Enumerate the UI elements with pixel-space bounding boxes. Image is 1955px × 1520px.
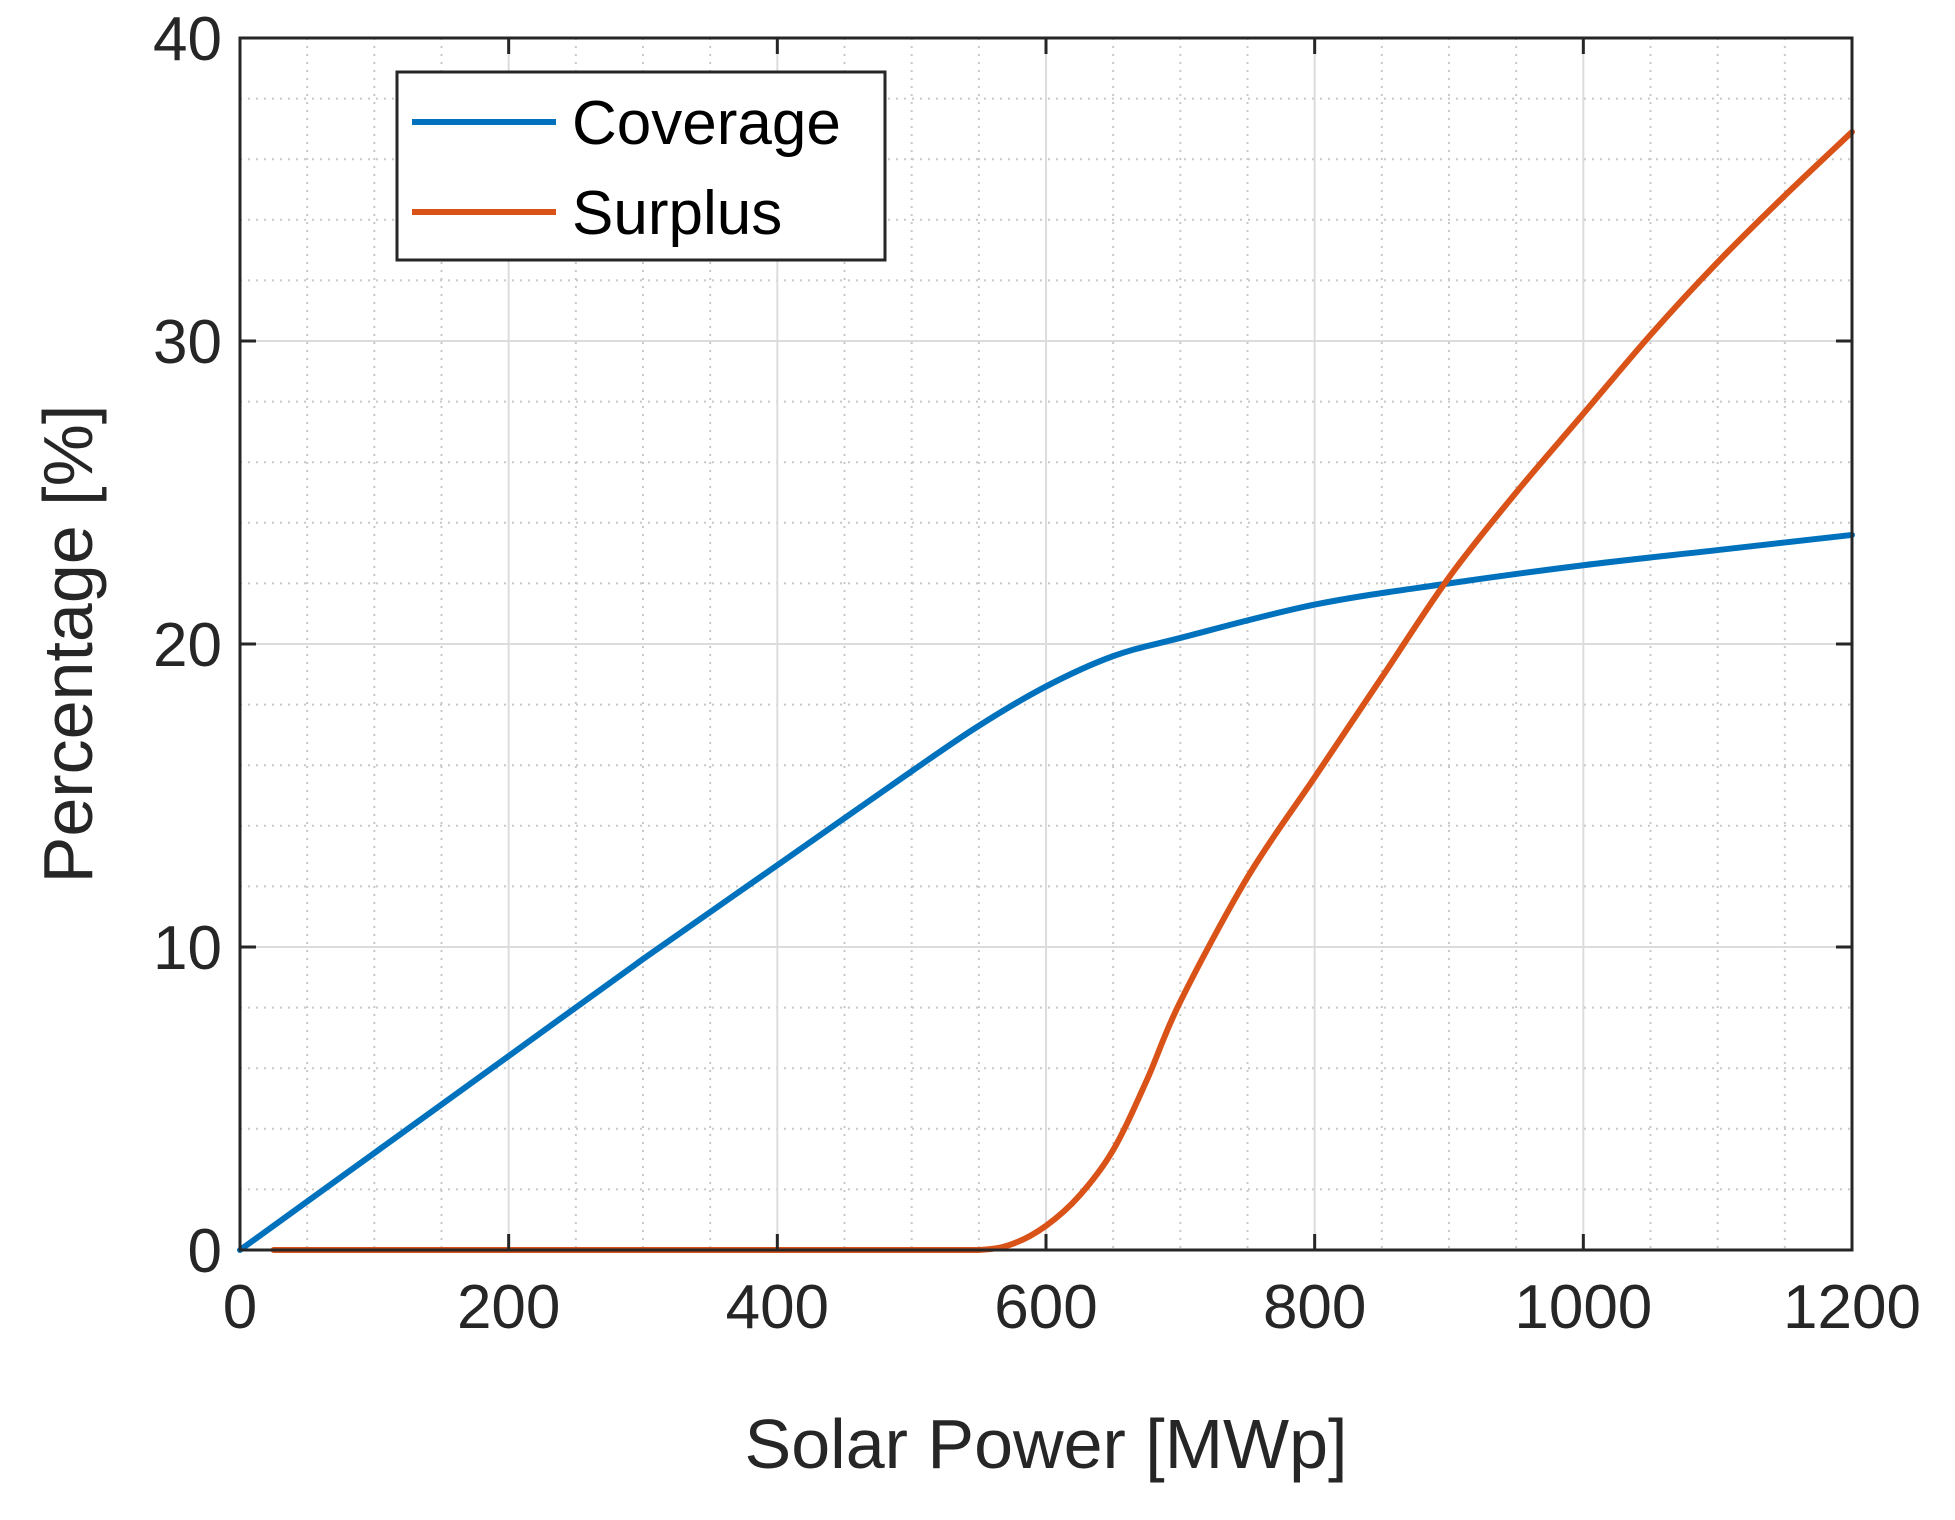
legend-label-coverage: Coverage (572, 89, 841, 158)
series-line-coverage (237, 531, 1855, 1253)
x-tick-labels: 0 200 400 600 800 1000 1200 (223, 1273, 1921, 1342)
x-tick-label: 400 (726, 1273, 829, 1342)
x-axis-label: Solar Power [MWp] (745, 1405, 1348, 1483)
x-tick-label: 1200 (1783, 1273, 1921, 1342)
y-tick-label: 40 (153, 5, 222, 74)
y-axis-label: Percentage [%] (29, 405, 107, 884)
y-tick-labels: 0 10 20 30 40 (153, 5, 222, 1286)
legend-label-surplus: Surplus (572, 179, 782, 248)
y-tick-label: 30 (153, 308, 222, 377)
y-tick-label: 10 (153, 914, 222, 983)
tick-marks (238, 36, 1854, 1252)
x-tick-label: 600 (994, 1273, 1097, 1342)
x-tick-label: 1000 (1514, 1273, 1652, 1342)
y-tick-label: 20 (153, 611, 222, 680)
legend-box (395, 70, 887, 262)
legend: Coverage Surplus (395, 70, 887, 262)
x-tick-label: 800 (1263, 1273, 1366, 1342)
x-tick-label: 200 (457, 1273, 560, 1342)
x-tick-label: 0 (223, 1273, 257, 1342)
y-tick-label: 0 (188, 1217, 222, 1286)
